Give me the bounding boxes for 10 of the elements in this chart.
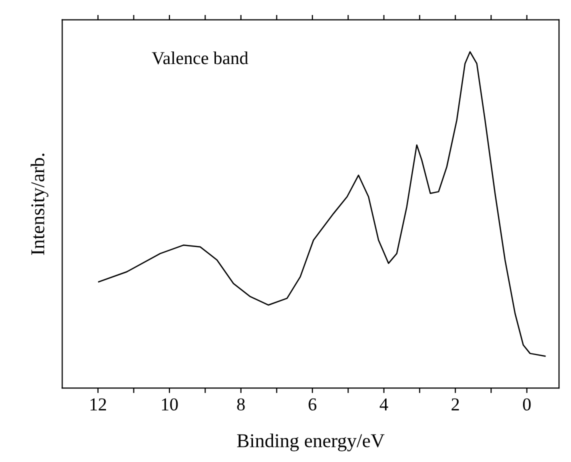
x-tick-label: 0 [523,398,531,411]
x-tick-label: 2 [452,398,459,410]
x-tick-label: 12 [90,398,106,410]
x-tick-label: 10 [162,398,178,411]
x-tick-label: 8 [237,398,245,411]
x-tick-label: 4 [380,398,388,410]
annotation: Valence band [152,52,248,64]
x-axis-title: Binding energy/eV [237,434,384,452]
y-axis-title: Intensity/arb. [30,154,48,255]
x-tick-label: 6 [308,398,316,411]
